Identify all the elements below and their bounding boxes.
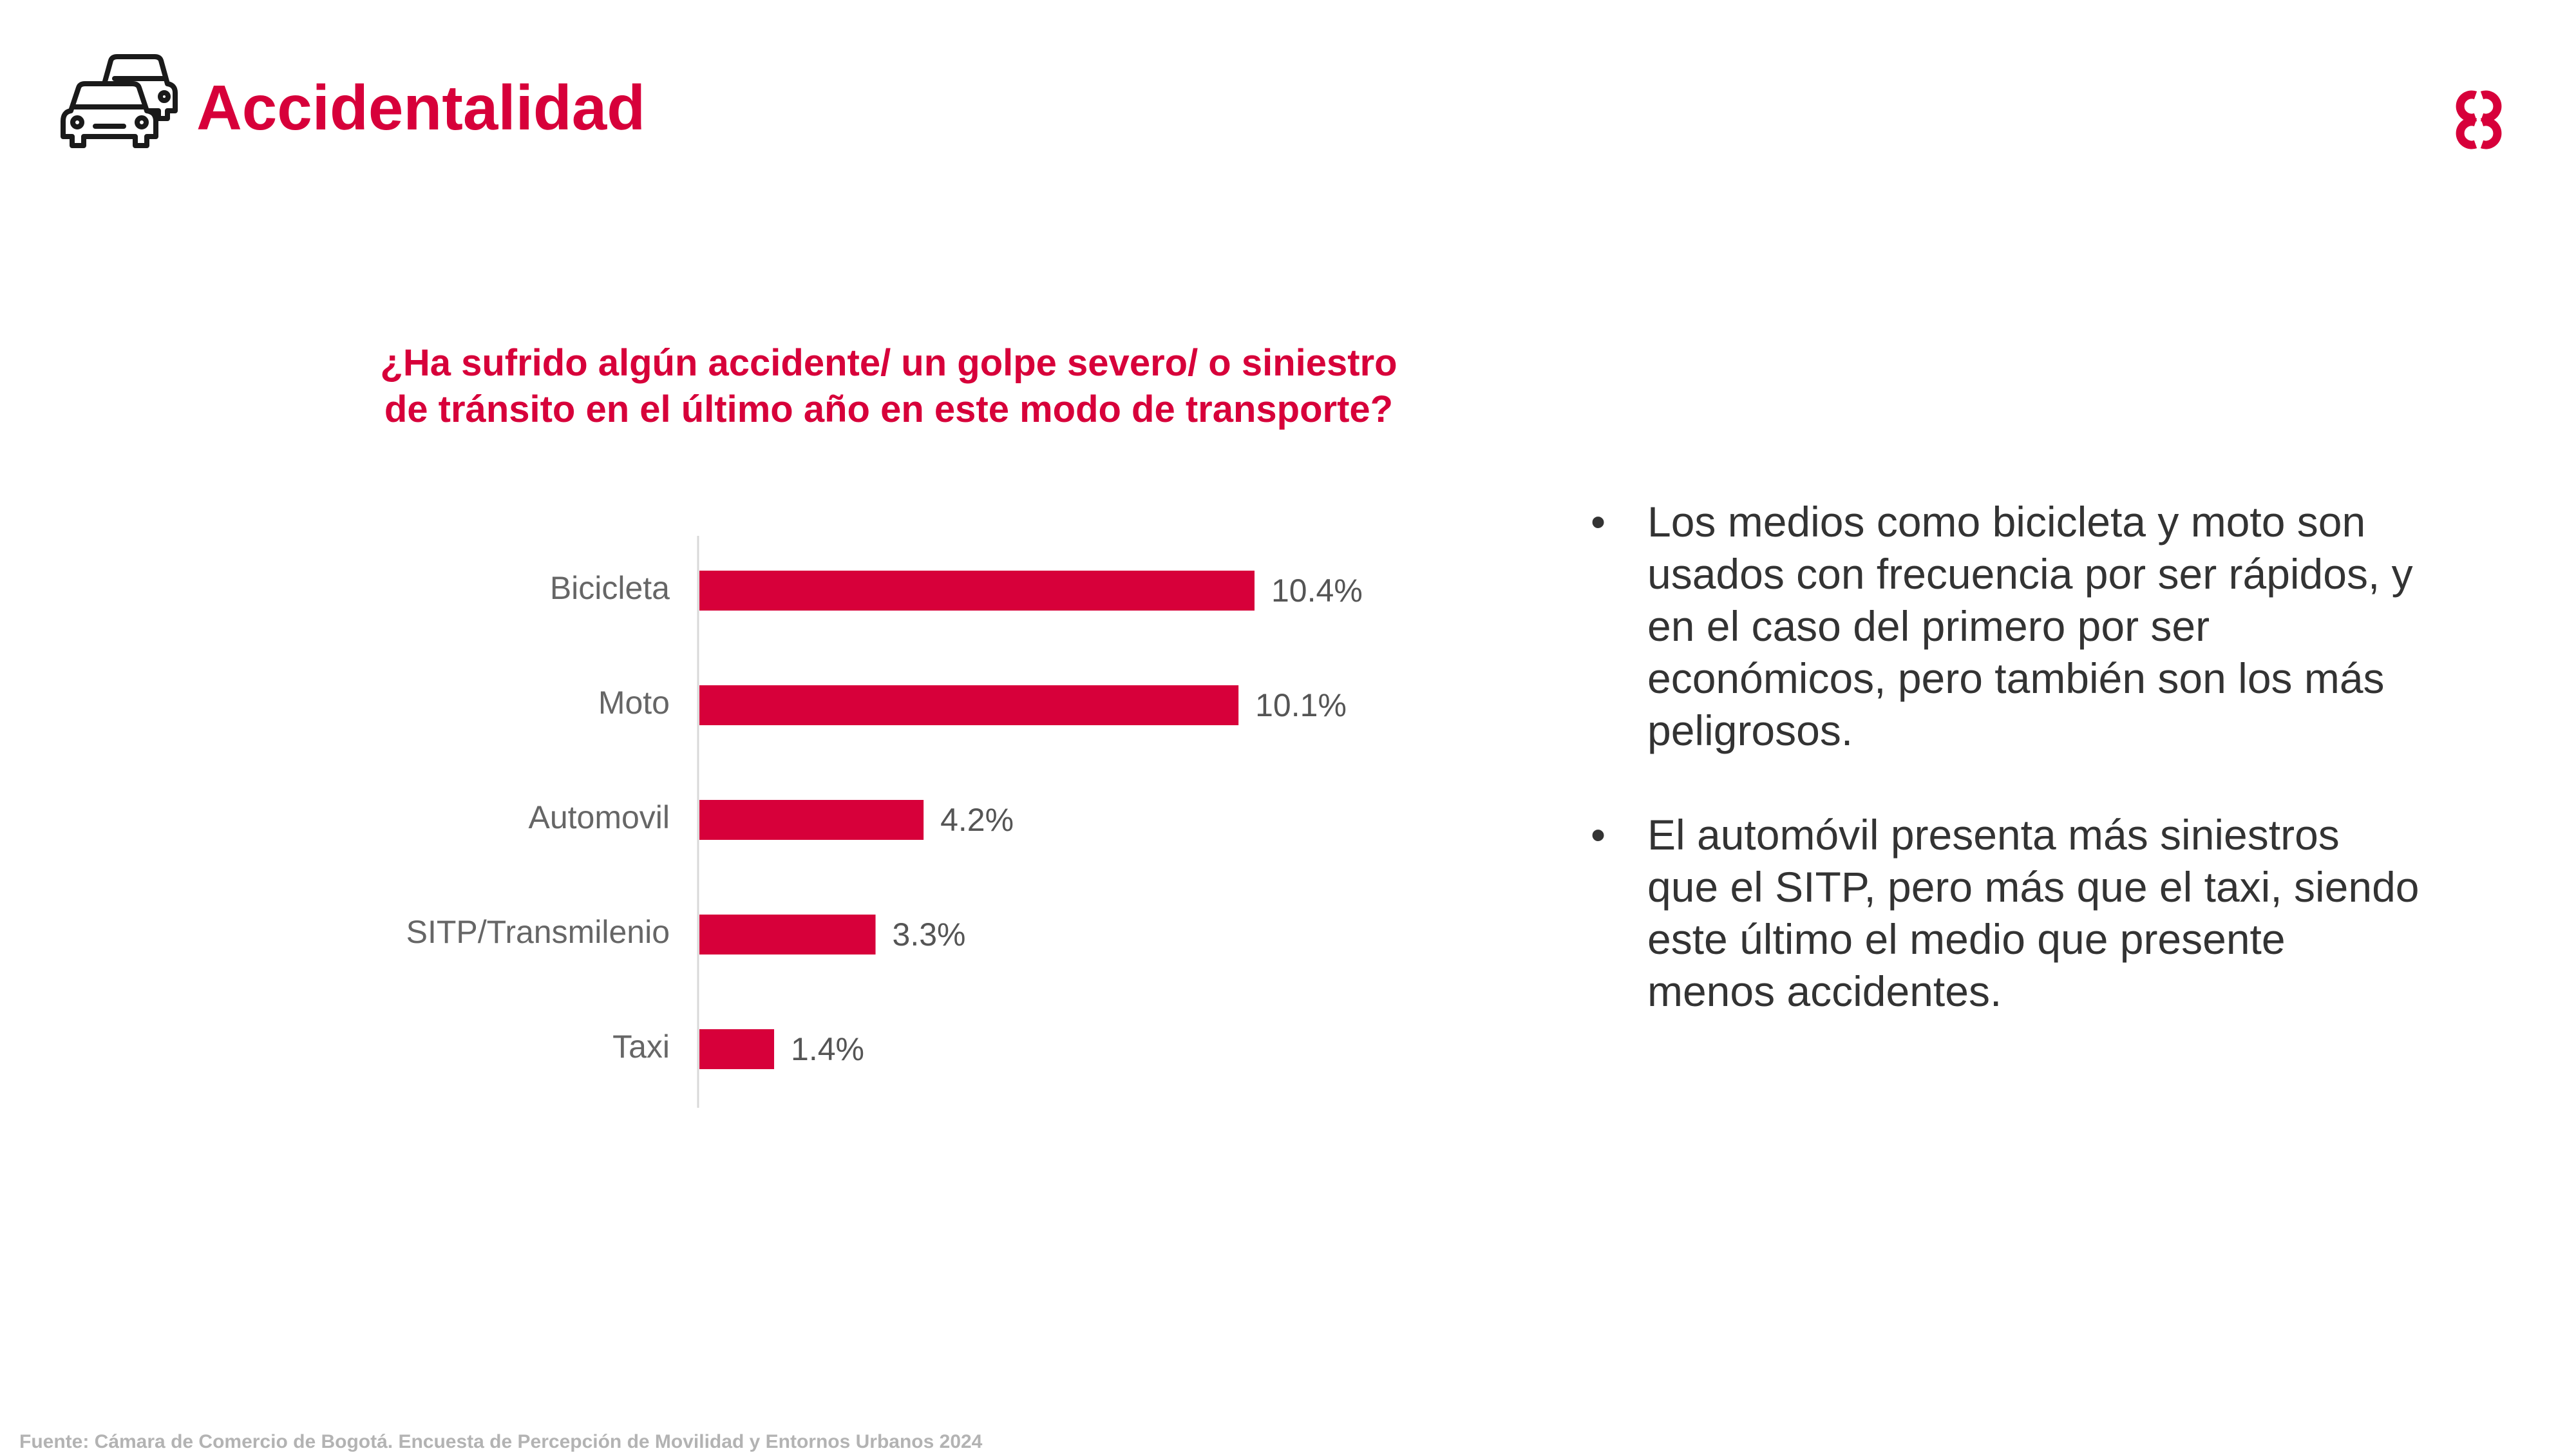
value-label: 10.1%	[1255, 687, 1347, 723]
value-label: 3.3%	[893, 916, 966, 953]
chart-title: ¿Ha sufrido algún accidente/ un golpe se…	[380, 342, 1397, 430]
insight-text: El automóvil presenta más siniestros que…	[1647, 811, 2420, 1015]
bar-automovil	[699, 800, 924, 840]
bullet-marker: •	[1591, 498, 1606, 546]
value-label: 1.4%	[791, 1031, 864, 1067]
category-label: Taxi	[612, 1029, 670, 1065]
insight-item: • Los medios como bicicleta y moto son u…	[1584, 496, 2421, 757]
bar-taxi	[699, 1029, 775, 1069]
source-note: Fuente: Cámara de Comercio de Bogotá. En…	[19, 1431, 983, 1452]
bullet-marker: •	[1591, 811, 1606, 859]
category-label: SITP/Transmilenio	[406, 914, 670, 950]
bar-bicicleta	[699, 571, 1255, 611]
insight-text: Los medios como bicicleta y moto son usa…	[1647, 498, 2413, 754]
ccb-logo	[2456, 90, 2502, 149]
category-label: Automovil	[528, 799, 670, 835]
insight-item: • El automóvil presenta más siniestros q…	[1584, 809, 2421, 1018]
category-label: Bicicleta	[550, 570, 670, 606]
page-title: Accidentalidad	[196, 72, 646, 143]
cars-icon	[61, 54, 178, 148]
category-label: Moto	[598, 685, 670, 721]
insights-list: • Los medios como bicicleta y moto son u…	[1584, 496, 2421, 1070]
value-label: 10.4%	[1271, 573, 1363, 609]
bar-moto	[699, 685, 1239, 725]
value-label: 4.2%	[940, 802, 1014, 838]
bar-sitp-transmilenio	[699, 915, 876, 954]
